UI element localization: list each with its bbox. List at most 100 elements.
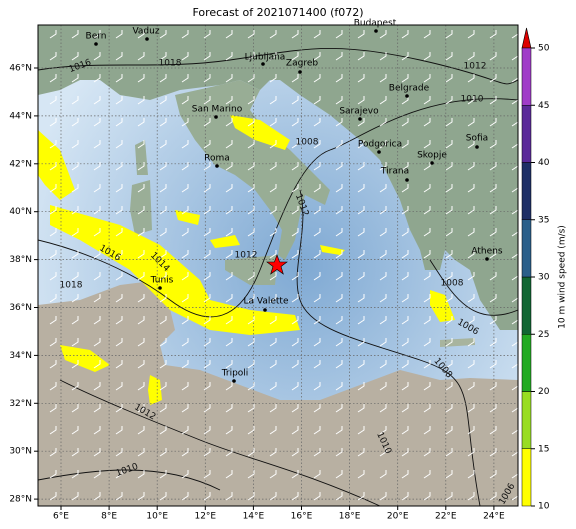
wind-barb <box>423 470 431 479</box>
wind-barb <box>137 162 145 171</box>
wind-barb <box>181 272 189 281</box>
wind-barb <box>71 316 79 325</box>
wind-barb <box>423 316 431 325</box>
wind-barb <box>269 448 277 457</box>
wind-barb <box>269 96 277 105</box>
wind-barb <box>159 360 167 369</box>
wind-barb <box>247 74 255 83</box>
wind-barb <box>49 74 57 83</box>
graticule <box>38 25 518 506</box>
city-label: Tunis <box>150 276 174 286</box>
lat-tick-label: 28°N <box>9 495 32 505</box>
wind-barb <box>159 184 167 193</box>
wind-barb <box>445 74 453 83</box>
city-label: Roma <box>204 154 230 164</box>
wind-barb <box>269 492 277 501</box>
city-dot <box>263 308 267 312</box>
wind-barb <box>49 184 57 193</box>
wind-barb <box>357 96 365 105</box>
wind-barb <box>357 492 365 501</box>
wind-barb <box>291 140 299 149</box>
wind-barb <box>93 30 101 39</box>
wind-barb <box>313 294 321 303</box>
wind-barb <box>115 448 123 457</box>
wind-barb <box>379 294 387 303</box>
wind-barb <box>93 404 101 413</box>
wind-barb <box>313 52 321 61</box>
colorbar: 10 15 20 25 30 35 40 45 50 <box>521 27 550 512</box>
wind-barb <box>467 316 475 325</box>
wind-barb <box>137 96 145 105</box>
wind-barb <box>291 118 299 127</box>
wind-barb <box>269 140 277 149</box>
wind-barb <box>335 448 343 457</box>
wind-barb <box>247 250 255 259</box>
wind-barb <box>247 184 255 193</box>
wind-barb <box>269 206 277 215</box>
wind-barb <box>137 404 145 413</box>
wind-barb <box>49 52 57 61</box>
city-dot <box>158 286 162 290</box>
wind-barb <box>423 140 431 149</box>
wind-barb <box>159 140 167 149</box>
wind-barb <box>313 184 321 193</box>
wind-barb <box>313 338 321 347</box>
lat-tick-label: 46°N <box>9 64 32 74</box>
colorbar-segment <box>521 47 532 106</box>
wind-barb <box>203 118 211 127</box>
wind-barb <box>225 316 233 325</box>
wind-barb <box>467 294 475 303</box>
wind-barb <box>181 470 189 479</box>
land <box>135 140 148 175</box>
wind-barb <box>291 294 299 303</box>
wind-barb <box>313 206 321 215</box>
wind-barb <box>93 272 101 281</box>
wind-barb <box>379 316 387 325</box>
lon-tick-label: 12°E <box>194 512 216 522</box>
wind-barb <box>313 492 321 501</box>
wind-barb <box>401 250 409 259</box>
city-label: Athens <box>471 247 502 257</box>
wind-barb <box>49 426 57 435</box>
wind-barb <box>225 338 233 347</box>
wind-barb <box>379 74 387 83</box>
lon-tick-label: 8°E <box>101 512 117 522</box>
wind-barb <box>137 316 145 325</box>
wind-barb <box>489 272 497 281</box>
colorbar-segment <box>521 276 532 335</box>
city-dot <box>214 115 218 119</box>
map-frame <box>37 24 519 507</box>
wind-barb <box>115 184 123 193</box>
wind-barb <box>291 96 299 105</box>
city-label: Tirana <box>380 167 409 177</box>
wind-barb <box>71 272 79 281</box>
wind-barb <box>225 250 233 259</box>
city-dot <box>405 94 409 98</box>
wind-barb <box>137 184 145 193</box>
wind-barb <box>49 162 57 171</box>
wind-barb <box>401 140 409 149</box>
wind-barb <box>445 184 453 193</box>
wind-barb <box>357 140 365 149</box>
wind-barb <box>181 74 189 83</box>
wind-barb <box>93 250 101 259</box>
wind-barb <box>335 140 343 149</box>
wind-barb <box>93 74 101 83</box>
wind-barb <box>93 338 101 347</box>
wind-barb <box>203 294 211 303</box>
colorbar-tick-label: 40 <box>538 158 550 168</box>
city-dot <box>485 257 489 261</box>
city-label: Sofia <box>466 134 488 144</box>
wind-barb <box>49 30 57 39</box>
wind-barb <box>71 338 79 347</box>
wind-barb <box>159 162 167 171</box>
wind-barb <box>115 316 123 325</box>
isobar-label: 1018 <box>60 281 83 291</box>
wind-barb <box>291 338 299 347</box>
wind-barb <box>489 294 497 303</box>
wind-barb <box>137 272 145 281</box>
wind-barb <box>181 404 189 413</box>
wind-barb <box>225 30 233 39</box>
wind-barb <box>357 228 365 237</box>
wind-barb <box>313 118 321 127</box>
